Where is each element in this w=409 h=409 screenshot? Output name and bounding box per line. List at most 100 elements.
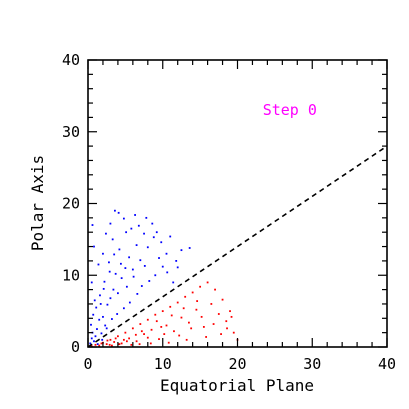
scatter-point-s0-3 [93,340,95,343]
scatter-point-s1-30 [202,326,205,328]
y-tick-label-20: 20 [62,195,80,213]
scatter-point-s0-78 [102,287,105,290]
scatter-point-s0-5 [96,328,98,330]
scatter-point-s1-41 [130,343,133,346]
scatter-point-s1-4 [105,343,108,346]
scatter-point-s1-47 [178,334,181,337]
scatter-point-s1-35 [221,298,224,301]
scatter-point-s0-75 [119,262,122,265]
step-annotation: Step 0 [263,101,317,119]
scatter-point-s0-21 [124,267,127,269]
scatter-point-s1-26 [188,321,190,324]
x-tick-label-0: 0 [83,355,92,373]
scatter-point-s0-46 [140,285,143,287]
scatter-point-s1-52 [134,333,137,336]
scatter-point-s0-52 [105,327,108,330]
scatter-point-s0-79 [99,303,102,305]
scatter-point-s0-10 [102,315,104,318]
scatter-point-s0-42 [188,247,191,249]
x-tick-label-10: 10 [154,355,172,373]
scatter-point-s0-17 [103,280,106,283]
scatter-point-s1-45 [205,336,208,338]
scatter-point-s0-51 [111,318,113,320]
scatter-point-s1-54 [196,300,199,302]
dashed-reference-line [87,145,388,348]
scatter-point-s1-21 [169,305,172,308]
scatter-point-s1-25 [184,295,187,298]
scatter-point-s0-16 [112,288,115,291]
scatter-point-s0-43 [161,265,164,268]
scatter-point-s0-66 [145,216,148,219]
scatter-point-s1-42 [149,342,152,345]
scatter-point-s1-17 [154,313,157,316]
scatter-point-s0-76 [113,253,116,256]
scatter-point-s0-15 [99,294,101,297]
scatter-point-s0-73 [132,275,135,278]
scatter-point-s0-20 [120,277,123,280]
scatter-point-s1-9 [124,331,127,334]
y-axis-label: Polar Axis [28,155,47,251]
scatter-point-s1-56 [226,327,228,330]
scatter-point-s0-74 [125,285,128,288]
scatter-point-s1-6 [113,341,116,343]
x-tick-label-40: 40 [378,355,396,373]
scatter-point-s1-34 [217,313,220,315]
y-tick-label-0: 0 [71,338,80,356]
scatter-point-s0-0 [89,342,92,345]
scatter-point-s1-49 [140,330,143,333]
scatter-point-s1-38 [232,331,235,334]
scatter-point-s0-65 [137,224,140,227]
scatter-point-s0-53 [101,338,104,341]
scatter-point-s0-50 [116,313,119,315]
scatter-point-s0-26 [135,244,138,247]
scatter-point-s0-70 [172,281,175,284]
scatter-point-s0-12 [95,306,98,309]
scatter-point-s1-58 [190,327,193,330]
scatter-point-s0-18 [117,292,119,295]
scatter-point-s0-39 [169,235,172,238]
scatter-point-s1-59 [155,320,158,323]
y-tick-label-10: 10 [62,266,80,284]
scatter-point-s1-33 [214,288,216,291]
scatter-point-s0-60 [102,252,104,255]
scatter-point-s1-2 [98,344,101,347]
scatter-point-s0-57 [97,263,100,266]
scatter-point-s0-11 [104,324,107,327]
scatter-point-s1-53 [170,314,173,317]
scatter-point-s1-22 [173,330,175,333]
scatter-point-s0-61 [105,232,107,235]
scatter-point-s0-49 [122,307,125,310]
scatter-point-s0-44 [154,274,157,277]
scatter-point-s1-57 [230,315,233,318]
scatter-point-s0-19 [114,272,117,275]
scatter-point-s1-23 [176,301,179,304]
scatter-point-s1-13 [139,323,142,325]
ticks-layer: 0 10 20 30 40 0 10 20 30 40 [62,51,396,373]
scatter-point-s1-8 [120,342,123,345]
scatter-point-s1-31 [206,281,209,284]
scatter-point-s0-48 [128,301,131,304]
scatter-point-s1-32 [210,303,213,305]
scatter-point-s1-60 [146,336,149,339]
scatter-point-s0-27 [139,259,142,262]
scatter-point-s0-37 [160,241,163,244]
scatter-point-s1-62 [125,340,128,343]
scatter-point-s1-48 [160,326,163,328]
scatter-point-s0-62 [109,222,112,225]
scatter-point-s1-16 [150,328,153,331]
scatter-point-s0-41 [180,249,183,252]
scatter-point-s0-69 [166,271,169,274]
scatter-point-s0-54 [96,343,99,346]
scatter-point-s0-34 [155,231,158,234]
scatter-point-s1-66 [108,343,111,346]
scatter-point-s0-63 [117,211,120,214]
scatter-point-s1-12 [135,340,138,343]
plot-frame [87,59,388,348]
scatter-point-s1-10 [128,337,131,340]
scatter-point-s0-38 [165,252,168,255]
scatter-point-s1-20 [165,324,168,327]
scatter-point-s1-14 [143,333,145,335]
scatter-point-s0-33 [122,217,125,220]
scatter-point-s0-59 [91,224,94,226]
scatter-point-s0-35 [134,214,136,216]
